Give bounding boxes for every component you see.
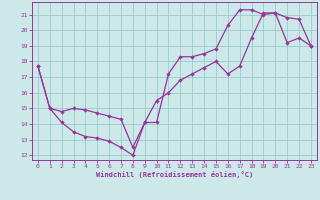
X-axis label: Windchill (Refroidissement éolien,°C): Windchill (Refroidissement éolien,°C) [96,171,253,178]
